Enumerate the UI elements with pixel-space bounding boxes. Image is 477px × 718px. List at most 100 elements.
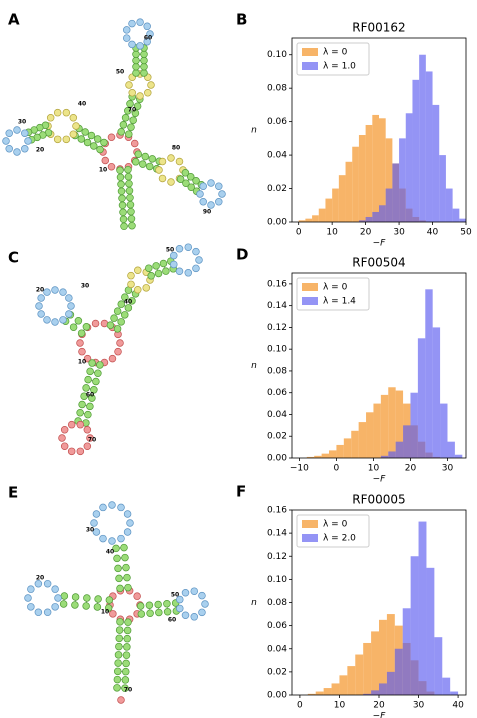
nucleotide bbox=[60, 442, 69, 450]
nucleotide bbox=[93, 135, 102, 143]
nucleotide bbox=[82, 602, 90, 610]
nucleotide bbox=[114, 667, 122, 676]
y-tick-label: 0.16 bbox=[267, 279, 287, 289]
nucleotide bbox=[207, 201, 215, 209]
panel-label: F bbox=[236, 483, 246, 501]
histogram-bar bbox=[410, 392, 418, 458]
nucleotide bbox=[184, 243, 193, 251]
x-tick-label: 30 bbox=[413, 701, 425, 711]
nucleotide bbox=[121, 684, 129, 692]
nucleotide bbox=[122, 26, 131, 34]
nucleotide bbox=[62, 108, 71, 117]
nucleotide bbox=[80, 392, 88, 400]
nucleotide bbox=[128, 19, 136, 28]
nucleotide bbox=[108, 537, 116, 545]
legend-label: λ = 0 bbox=[323, 48, 348, 58]
histogram-bar bbox=[379, 683, 387, 695]
histogram-bar bbox=[323, 688, 332, 695]
nucleotide bbox=[147, 81, 155, 89]
nucleotide bbox=[21, 145, 29, 153]
histogram-bar bbox=[425, 289, 433, 458]
nucleotide bbox=[117, 503, 125, 512]
histogram-bar bbox=[358, 220, 366, 222]
position-number: 10 bbox=[101, 609, 109, 616]
y-tick-label: 0.06 bbox=[267, 621, 287, 631]
nucleotide bbox=[122, 651, 131, 659]
nucleotide bbox=[132, 62, 140, 71]
histogram-bar bbox=[379, 619, 387, 695]
histogram-bar bbox=[371, 631, 379, 695]
nucleotide bbox=[113, 325, 122, 333]
nucleotide bbox=[124, 165, 132, 174]
histogram-bar bbox=[336, 444, 344, 458]
histogram-bar bbox=[363, 642, 372, 695]
nucleotide bbox=[94, 369, 102, 377]
nucleotide bbox=[99, 534, 107, 543]
histogram-bar bbox=[392, 163, 400, 222]
legend-swatch bbox=[302, 62, 318, 70]
nucleotide bbox=[120, 222, 128, 231]
histogram-bar bbox=[338, 175, 346, 222]
nucleotide bbox=[113, 554, 121, 563]
histogram-bar bbox=[347, 666, 356, 695]
x-axis-label: −F bbox=[373, 239, 387, 249]
x-tick-label: 20 bbox=[405, 464, 417, 474]
nucleotide bbox=[176, 604, 184, 613]
histogram-bar bbox=[379, 118, 386, 222]
nucleotide bbox=[113, 684, 121, 692]
nucleotide bbox=[88, 394, 96, 402]
nucleotide bbox=[117, 534, 125, 543]
y-tick-label: 0.00 bbox=[267, 454, 287, 464]
y-tick-label: 0.14 bbox=[267, 301, 287, 311]
nucleotide bbox=[145, 601, 154, 610]
x-tick-label: 0 bbox=[334, 464, 340, 474]
histogram-bar bbox=[366, 412, 374, 458]
histogram-bar bbox=[329, 450, 337, 458]
nucleotide bbox=[86, 434, 94, 442]
nucleotide bbox=[76, 447, 85, 456]
x-tick-label: 30 bbox=[442, 464, 454, 474]
y-tick-label: 0.00 bbox=[267, 218, 287, 228]
nucleotide bbox=[83, 442, 92, 450]
y-tick-label: 0.04 bbox=[267, 151, 287, 161]
histogram-bar bbox=[352, 146, 359, 222]
nucleotide bbox=[67, 420, 76, 429]
nucleotide bbox=[176, 595, 184, 604]
position-number: 40 bbox=[106, 549, 114, 556]
nucleotide bbox=[127, 214, 136, 223]
nucleotide bbox=[104, 604, 113, 612]
nucleotide bbox=[86, 402, 94, 411]
nucleotide bbox=[190, 587, 199, 595]
nucleotide bbox=[93, 603, 102, 611]
nucleotide bbox=[175, 157, 184, 166]
histogram-bar bbox=[343, 438, 352, 458]
nucleotide bbox=[113, 307, 122, 315]
histogram-bar bbox=[380, 455, 389, 458]
nucleotide bbox=[158, 174, 167, 183]
nucleotide bbox=[128, 89, 136, 97]
position-number: 20 bbox=[36, 147, 44, 154]
x-tick-label: 20 bbox=[360, 228, 372, 238]
x-tick-label: 10 bbox=[368, 464, 380, 474]
nucleotide bbox=[128, 297, 136, 305]
histogram-bar bbox=[442, 677, 451, 695]
nucleotide bbox=[117, 300, 125, 308]
nucleotide bbox=[123, 510, 132, 518]
histogram-bar bbox=[351, 430, 359, 458]
nucleotide bbox=[122, 659, 130, 668]
nucleotide bbox=[113, 675, 122, 684]
position-number: 50 bbox=[171, 592, 179, 599]
nucleotide bbox=[138, 160, 147, 168]
nucleotide bbox=[2, 137, 10, 145]
nucleotide bbox=[142, 284, 150, 292]
nucleotide bbox=[198, 608, 206, 617]
nucleotide bbox=[35, 302, 43, 310]
nucleotide bbox=[119, 208, 127, 217]
nucleotide bbox=[83, 138, 92, 147]
nucleotide bbox=[122, 34, 131, 42]
nucleotide bbox=[199, 182, 207, 190]
nucleotide bbox=[116, 339, 124, 347]
histogram-bar bbox=[312, 215, 319, 222]
nucleotide bbox=[5, 145, 13, 153]
nucleotide bbox=[122, 563, 130, 572]
